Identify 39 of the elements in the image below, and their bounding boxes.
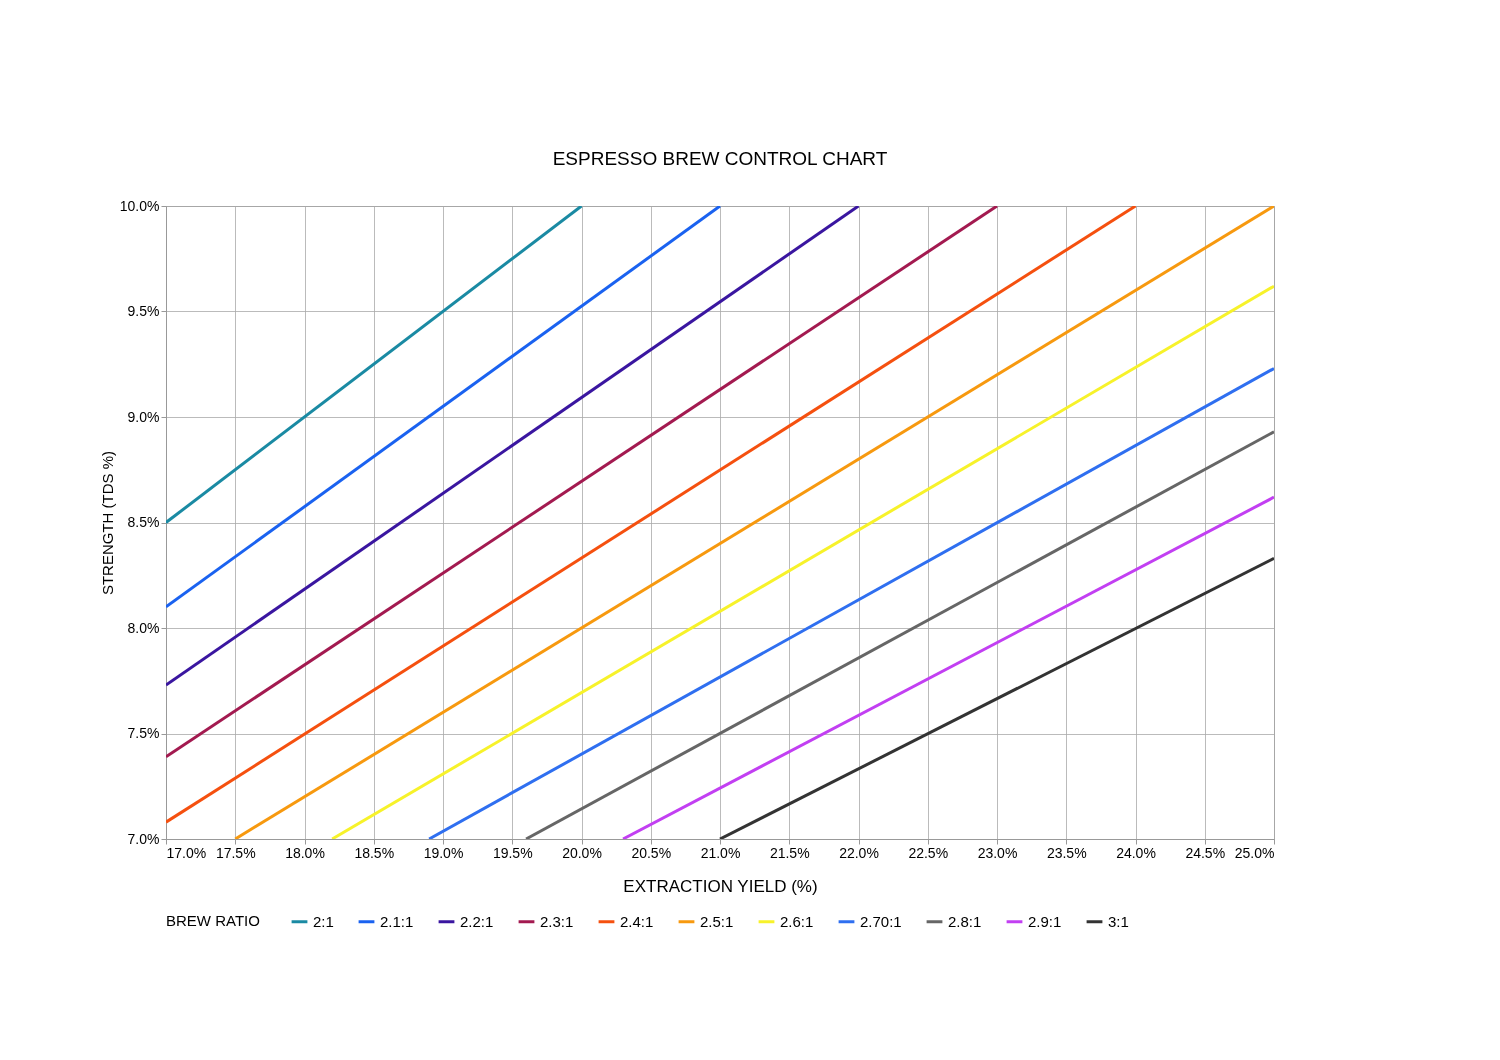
legend-label: 2.1:1 (380, 912, 414, 930)
x-tick-label: 17.5% (215, 844, 256, 861)
x-tick-label: 19.0% (423, 844, 464, 861)
y-tick-label: 7.5% (127, 725, 160, 741)
x-tick-label: 22.5% (908, 844, 949, 861)
x-tick-label: 21.5% (769, 844, 810, 861)
x-axis-title: EXTRACTION YIELD (%) (623, 876, 818, 896)
x-tick-label: 24.0% (1116, 844, 1156, 861)
legend-label: 2.9:1 (1028, 912, 1062, 930)
y-tick-label: 8.0% (127, 619, 160, 636)
x-tick-label: 20.5% (631, 844, 672, 861)
legend-label: 2.5:1 (700, 912, 734, 930)
x-tick-label: 23.0% (977, 844, 1018, 861)
x-tick-label: 23.5% (1046, 844, 1087, 861)
x-tick-label: 19.5% (492, 844, 533, 861)
x-tick-label: 22.0% (839, 844, 879, 861)
y-tick-label: 9.5% (127, 303, 160, 319)
y-tick-label: 7.0% (127, 830, 160, 847)
x-tick-label: 21.0% (700, 844, 741, 861)
y-tick-label: 9.0% (127, 408, 160, 425)
x-tick-label: 20.0% (562, 844, 602, 861)
y-tick-label: 8.5% (127, 514, 160, 530)
x-tick-label: 24.5% (1185, 844, 1226, 861)
legend-label: 2.4:1 (620, 912, 654, 930)
x-tick-label: 18.5% (354, 844, 395, 861)
legend-label: 2:1 (313, 912, 334, 930)
legend-label: 2.6:1 (780, 912, 814, 930)
legend-label: 2.3:1 (540, 912, 574, 930)
x-tick-label: 17.0% (166, 844, 207, 861)
legend-label: 2.2:1 (460, 912, 494, 930)
legend-label: 2.8:1 (948, 912, 982, 930)
legend-label: 3:1 (1108, 912, 1129, 930)
x-tick-label: 25.0% (1234, 844, 1275, 861)
chart-title: ESPRESSO BREW CONTROL CHART (552, 148, 888, 169)
legend-title: BREW RATIO (166, 912, 260, 929)
y-tick-label: 10.0% (119, 197, 160, 214)
legend-label: 2.70:1 (860, 912, 902, 930)
x-tick-label: 18.0% (285, 844, 325, 861)
y-axis-title: STRENGTH (TDS %) (98, 450, 116, 596)
